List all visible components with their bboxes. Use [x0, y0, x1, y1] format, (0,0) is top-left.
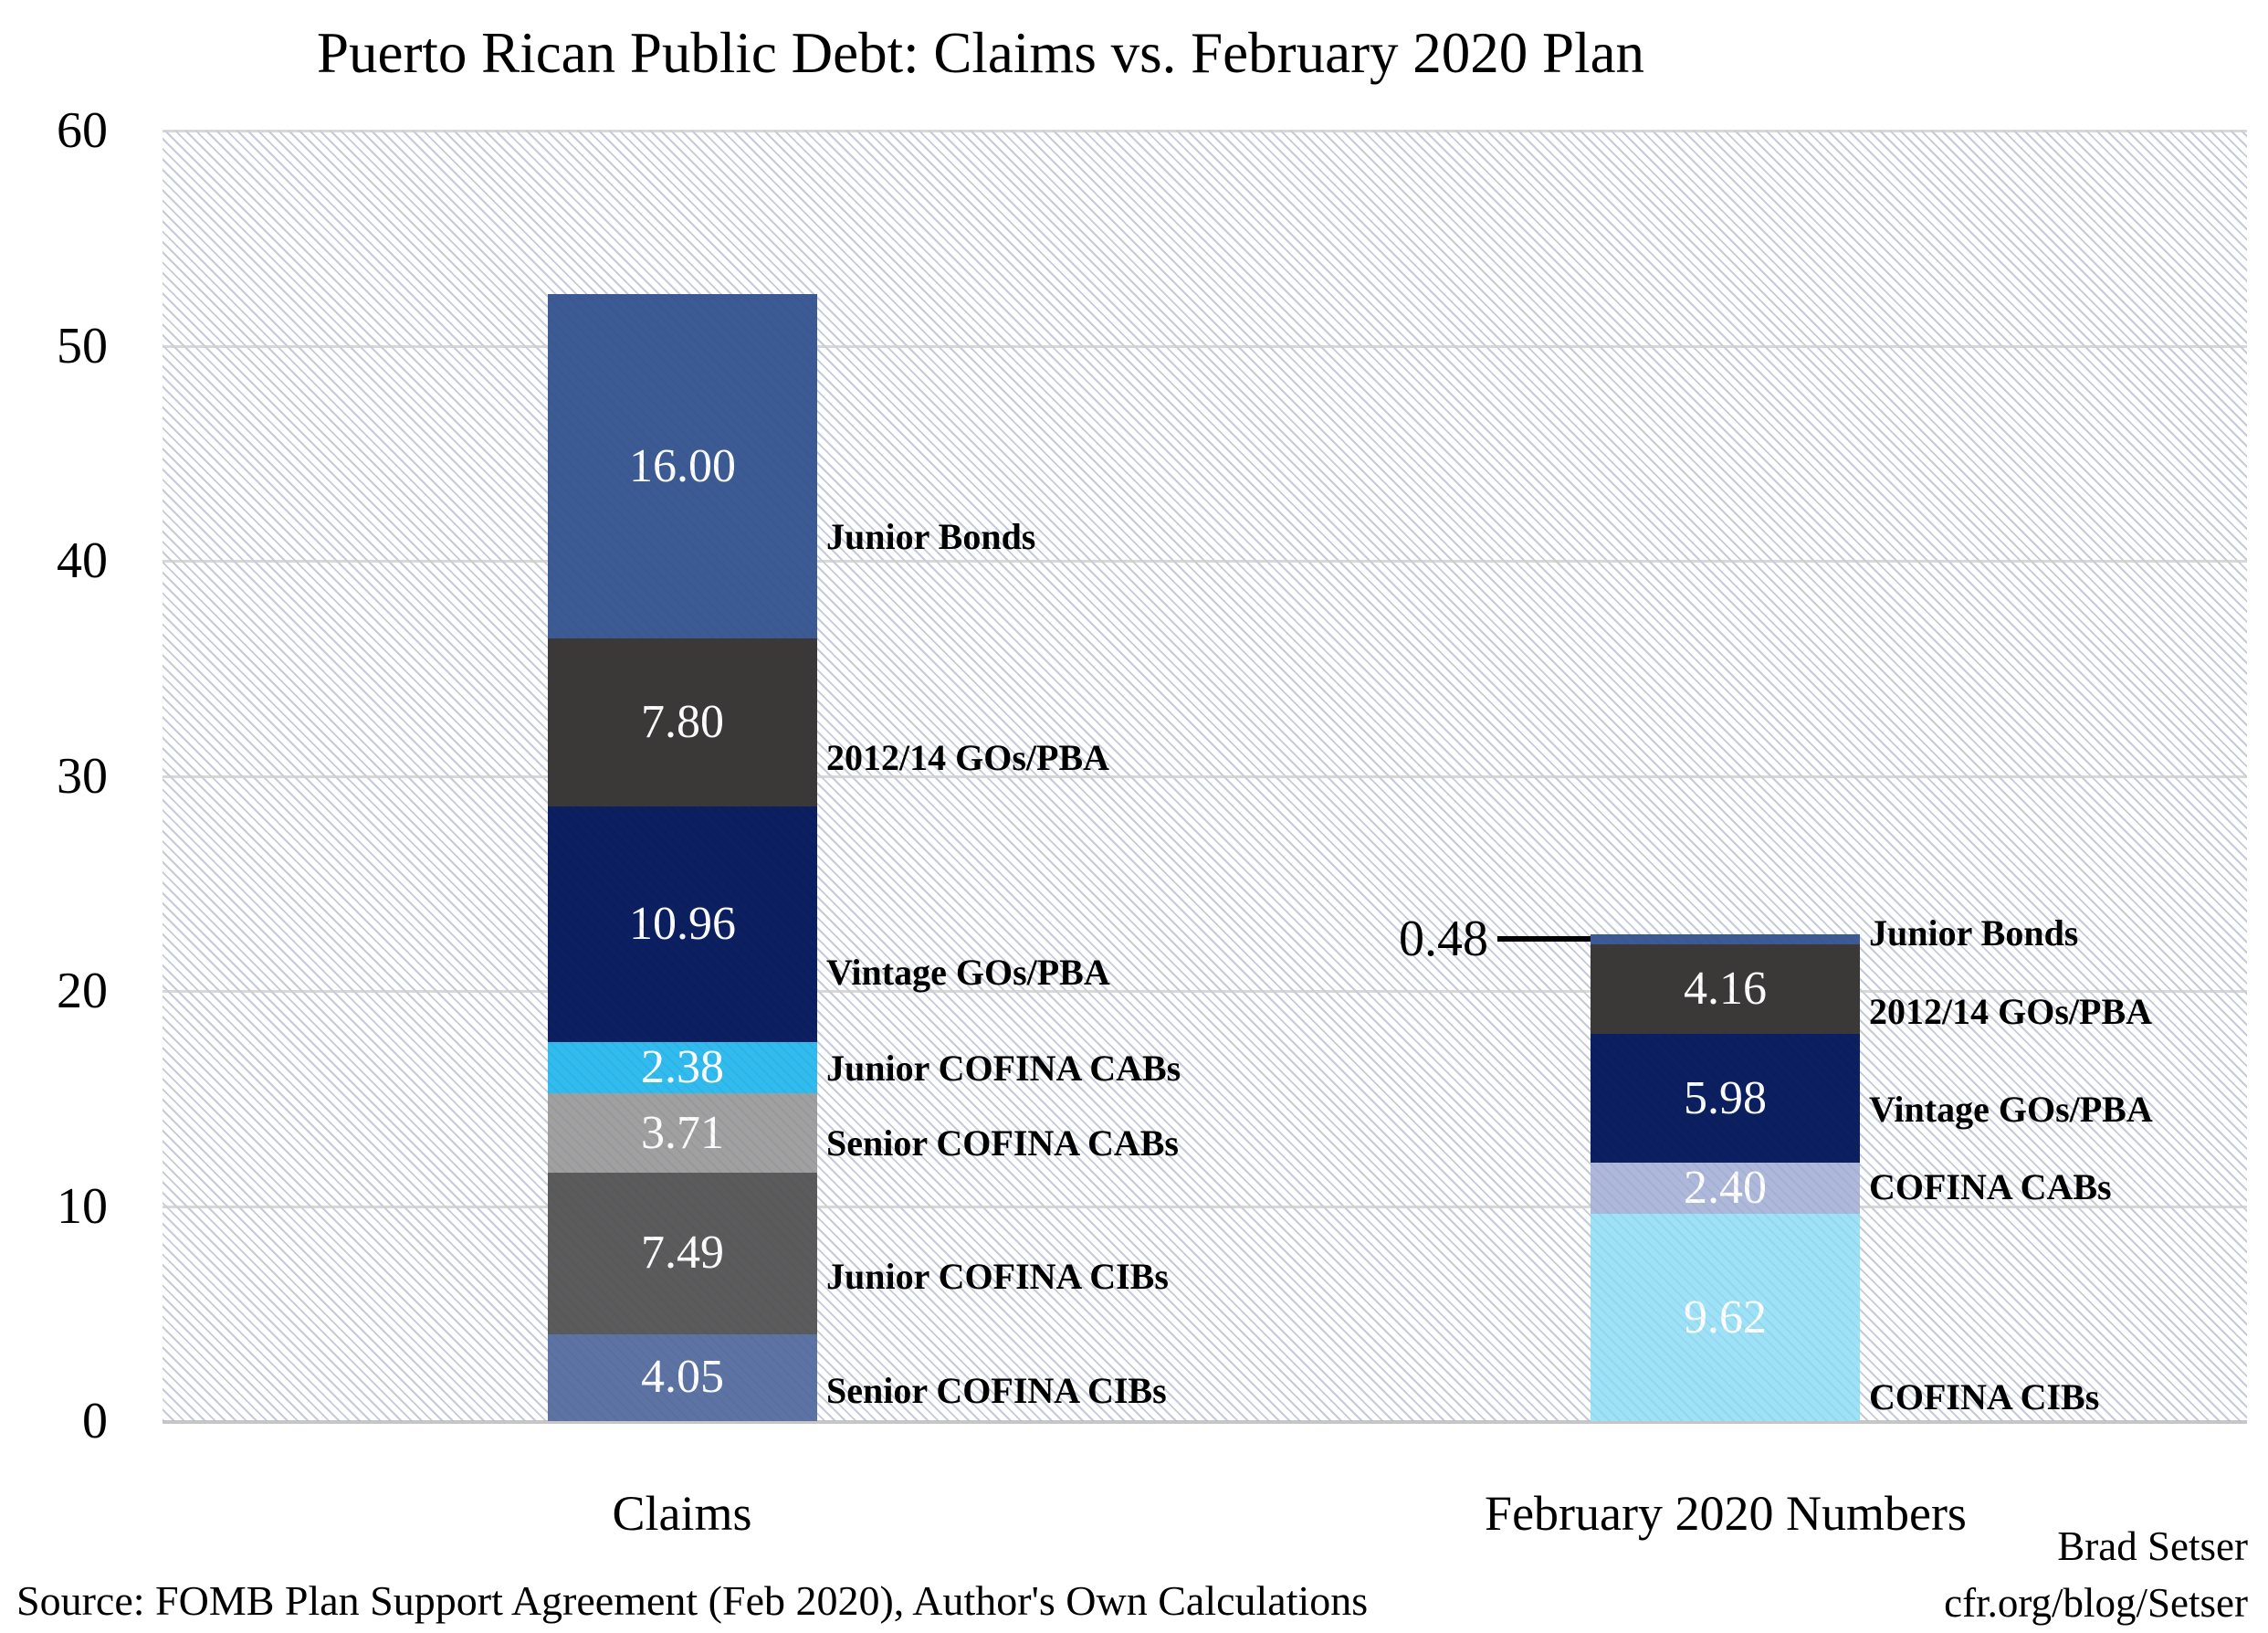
segment-name-label: 2012/14 GOs/PBA — [1869, 991, 2153, 1032]
gridline-40 — [163, 560, 2247, 563]
segment-name-label: Senior COFINA CABs — [826, 1122, 1179, 1164]
segment-name-label: Senior COFINA CIBs — [826, 1370, 1167, 1411]
y-tick-label-20: 20 — [57, 963, 108, 1019]
credit-author: Brad Setser — [2057, 1523, 2248, 1569]
bar-segment — [548, 806, 817, 1042]
gridline-60 — [163, 130, 2247, 132]
segment-name-label: Vintage GOs/PBA — [1869, 1089, 2153, 1130]
bar-segment — [1591, 1162, 1860, 1215]
bar-segment — [1591, 1034, 1860, 1163]
bar-segment — [1591, 933, 1860, 945]
segment-name-label: COFINA CABs — [1869, 1166, 2112, 1207]
bar-segment — [548, 1333, 817, 1421]
y-tick-label-50: 50 — [57, 317, 108, 374]
gridline-30 — [163, 774, 2247, 778]
segment-name-label: Vintage GOs/PBA — [826, 952, 1110, 993]
gridline-50 — [163, 344, 2247, 348]
segment-value-label: 2.38 — [641, 1040, 724, 1093]
bar-segment — [548, 1173, 817, 1334]
bar-segment — [548, 294, 817, 638]
segment-name-label: Junior COFINA CABs — [826, 1048, 1181, 1089]
credit-block: Brad Setser cfr.org/blog/Setser — [1944, 1518, 2248, 1631]
leader-line — [1497, 936, 1591, 943]
gridline-0 — [163, 1420, 2247, 1424]
segment-value-label: 16.00 — [629, 439, 736, 492]
bar-segment — [1591, 1214, 1860, 1421]
y-tick-label-40: 40 — [57, 532, 108, 589]
bar-segment — [1591, 944, 1860, 1035]
credit-site: cfr.org/blog/Setser — [1944, 1580, 2248, 1627]
y-tick-label-30: 30 — [57, 747, 108, 805]
segment-name-label: Junior COFINA CIBs — [826, 1256, 1169, 1297]
segment-value-label: 3.71 — [641, 1106, 724, 1159]
y-tick-label-10: 10 — [57, 1177, 108, 1235]
segment-name-label: Junior Bonds — [1869, 912, 2079, 953]
segment-name-label: COFINA CIBs — [1869, 1376, 2100, 1417]
segment-value-label: 9.62 — [1684, 1291, 1767, 1343]
segment-value-label: 10.96 — [629, 897, 736, 950]
segment-value-label: 4.16 — [1684, 963, 1767, 1016]
segment-name-label: Junior Bonds — [826, 516, 1036, 557]
bar-segment — [548, 1041, 817, 1093]
bar-segment — [548, 638, 817, 806]
chart-title: Puerto Rican Public Debt: Claims vs. Feb… — [316, 21, 1645, 85]
segment-value-label: 4.05 — [641, 1351, 724, 1404]
outside-value-label: 0.48 — [1399, 911, 1488, 968]
y-tick-label-0: 0 — [82, 1393, 108, 1449]
gridline-20 — [163, 990, 2247, 993]
segment-value-label: 2.40 — [1684, 1162, 1767, 1215]
category-label: Claims — [612, 1486, 752, 1541]
bar-segment — [548, 1092, 817, 1174]
segment-name-label: 2012/14 GOs/PBA — [826, 737, 1110, 778]
category-label: February 2020 Numbers — [1485, 1486, 1967, 1541]
gridline-10 — [163, 1205, 2247, 1208]
y-tick-label-60: 60 — [57, 102, 108, 159]
segment-value-label: 7.80 — [641, 695, 724, 748]
segment-value-label: 7.49 — [641, 1227, 724, 1280]
segment-value-label: 5.98 — [1684, 1071, 1767, 1124]
source-note: Source: FOMB Plan Support Agreement (Feb… — [16, 1577, 1369, 1624]
